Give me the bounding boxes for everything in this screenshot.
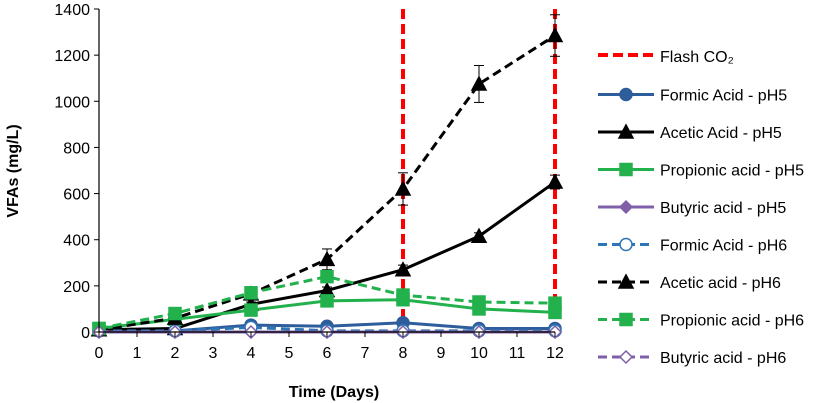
data-point-triangle: [546, 173, 564, 189]
y-tick-label: 0: [81, 325, 90, 342]
y-tick-label: 1400: [54, 2, 90, 19]
data-point-triangle: [546, 26, 564, 43]
y-tick-label: 400: [63, 233, 90, 250]
data-point-square: [320, 294, 334, 308]
x-tick-label: 3: [209, 345, 218, 362]
data-point-square: [168, 306, 182, 321]
data-point-square: [619, 312, 633, 327]
data-point-square: [244, 303, 258, 317]
legend-label: Acetic acid - pH6: [660, 275, 781, 292]
legend-label: Formic Acid - pH5: [660, 88, 787, 105]
x-tick-label: 0: [95, 345, 104, 362]
flash-markers: [401, 9, 557, 332]
data-point-square: [619, 162, 633, 177]
x-tick-label: 2: [171, 345, 180, 362]
y-tick-label: 200: [63, 279, 90, 296]
data-point-square: [472, 295, 486, 309]
x-tick-label: 8: [399, 345, 408, 362]
x-tick-label: 10: [470, 345, 488, 362]
y-tick-label: 600: [63, 187, 90, 204]
data-point-square: [244, 286, 258, 300]
data-point-triangle: [617, 273, 635, 289]
legend-label: Propionic acid - pH5: [660, 163, 804, 180]
data-point-triangle: [318, 250, 336, 267]
data-point-diamond: [618, 199, 634, 215]
legend-label-flash: Flash CO₂: [660, 49, 734, 66]
data-point-square: [320, 269, 334, 284]
x-tick-label: 4: [247, 345, 256, 362]
legend-label: Butyric acid - pH6: [660, 350, 786, 367]
data-point-triangle: [394, 261, 412, 277]
x-tick-label: 5: [285, 345, 294, 362]
x-axis-title: Time (Days): [289, 384, 379, 401]
x-tick-label: 1: [133, 345, 142, 362]
data-point-triangle: [470, 227, 488, 244]
data-point-diamond: [618, 349, 634, 365]
data-point-circle: [619, 87, 633, 102]
legend: Flash CO₂ Formic Acid - pH5 Acetic Acid - …: [598, 49, 804, 367]
data-point-square: [396, 288, 410, 302]
series-group: [90, 14, 564, 340]
data-point-circle: [619, 237, 633, 252]
y-tick-label: 1000: [54, 94, 90, 111]
y-axis-title: VFAs (mg/L): [5, 124, 22, 217]
x-tick-label: 6: [323, 345, 332, 362]
x-tick-label: 12: [546, 345, 564, 362]
y-tick-label: 800: [63, 140, 90, 157]
legend-label: Acetic Acid - pH5: [660, 125, 782, 142]
legend-label: Formic Acid - pH6: [660, 238, 787, 255]
y-tick-label: 1200: [54, 48, 90, 65]
x-tick-label: 9: [437, 345, 446, 362]
legend-label: Propionic acid - pH6: [660, 313, 804, 330]
data-point-triangle: [394, 180, 412, 196]
data-point-square: [548, 296, 562, 310]
legend-label: Butyric acid - pH5: [660, 200, 786, 217]
x-tick-label: 11: [509, 345, 526, 362]
x-tick-label: 7: [361, 345, 370, 362]
data-point-triangle: [617, 123, 635, 139]
data-point-triangle: [470, 75, 488, 91]
